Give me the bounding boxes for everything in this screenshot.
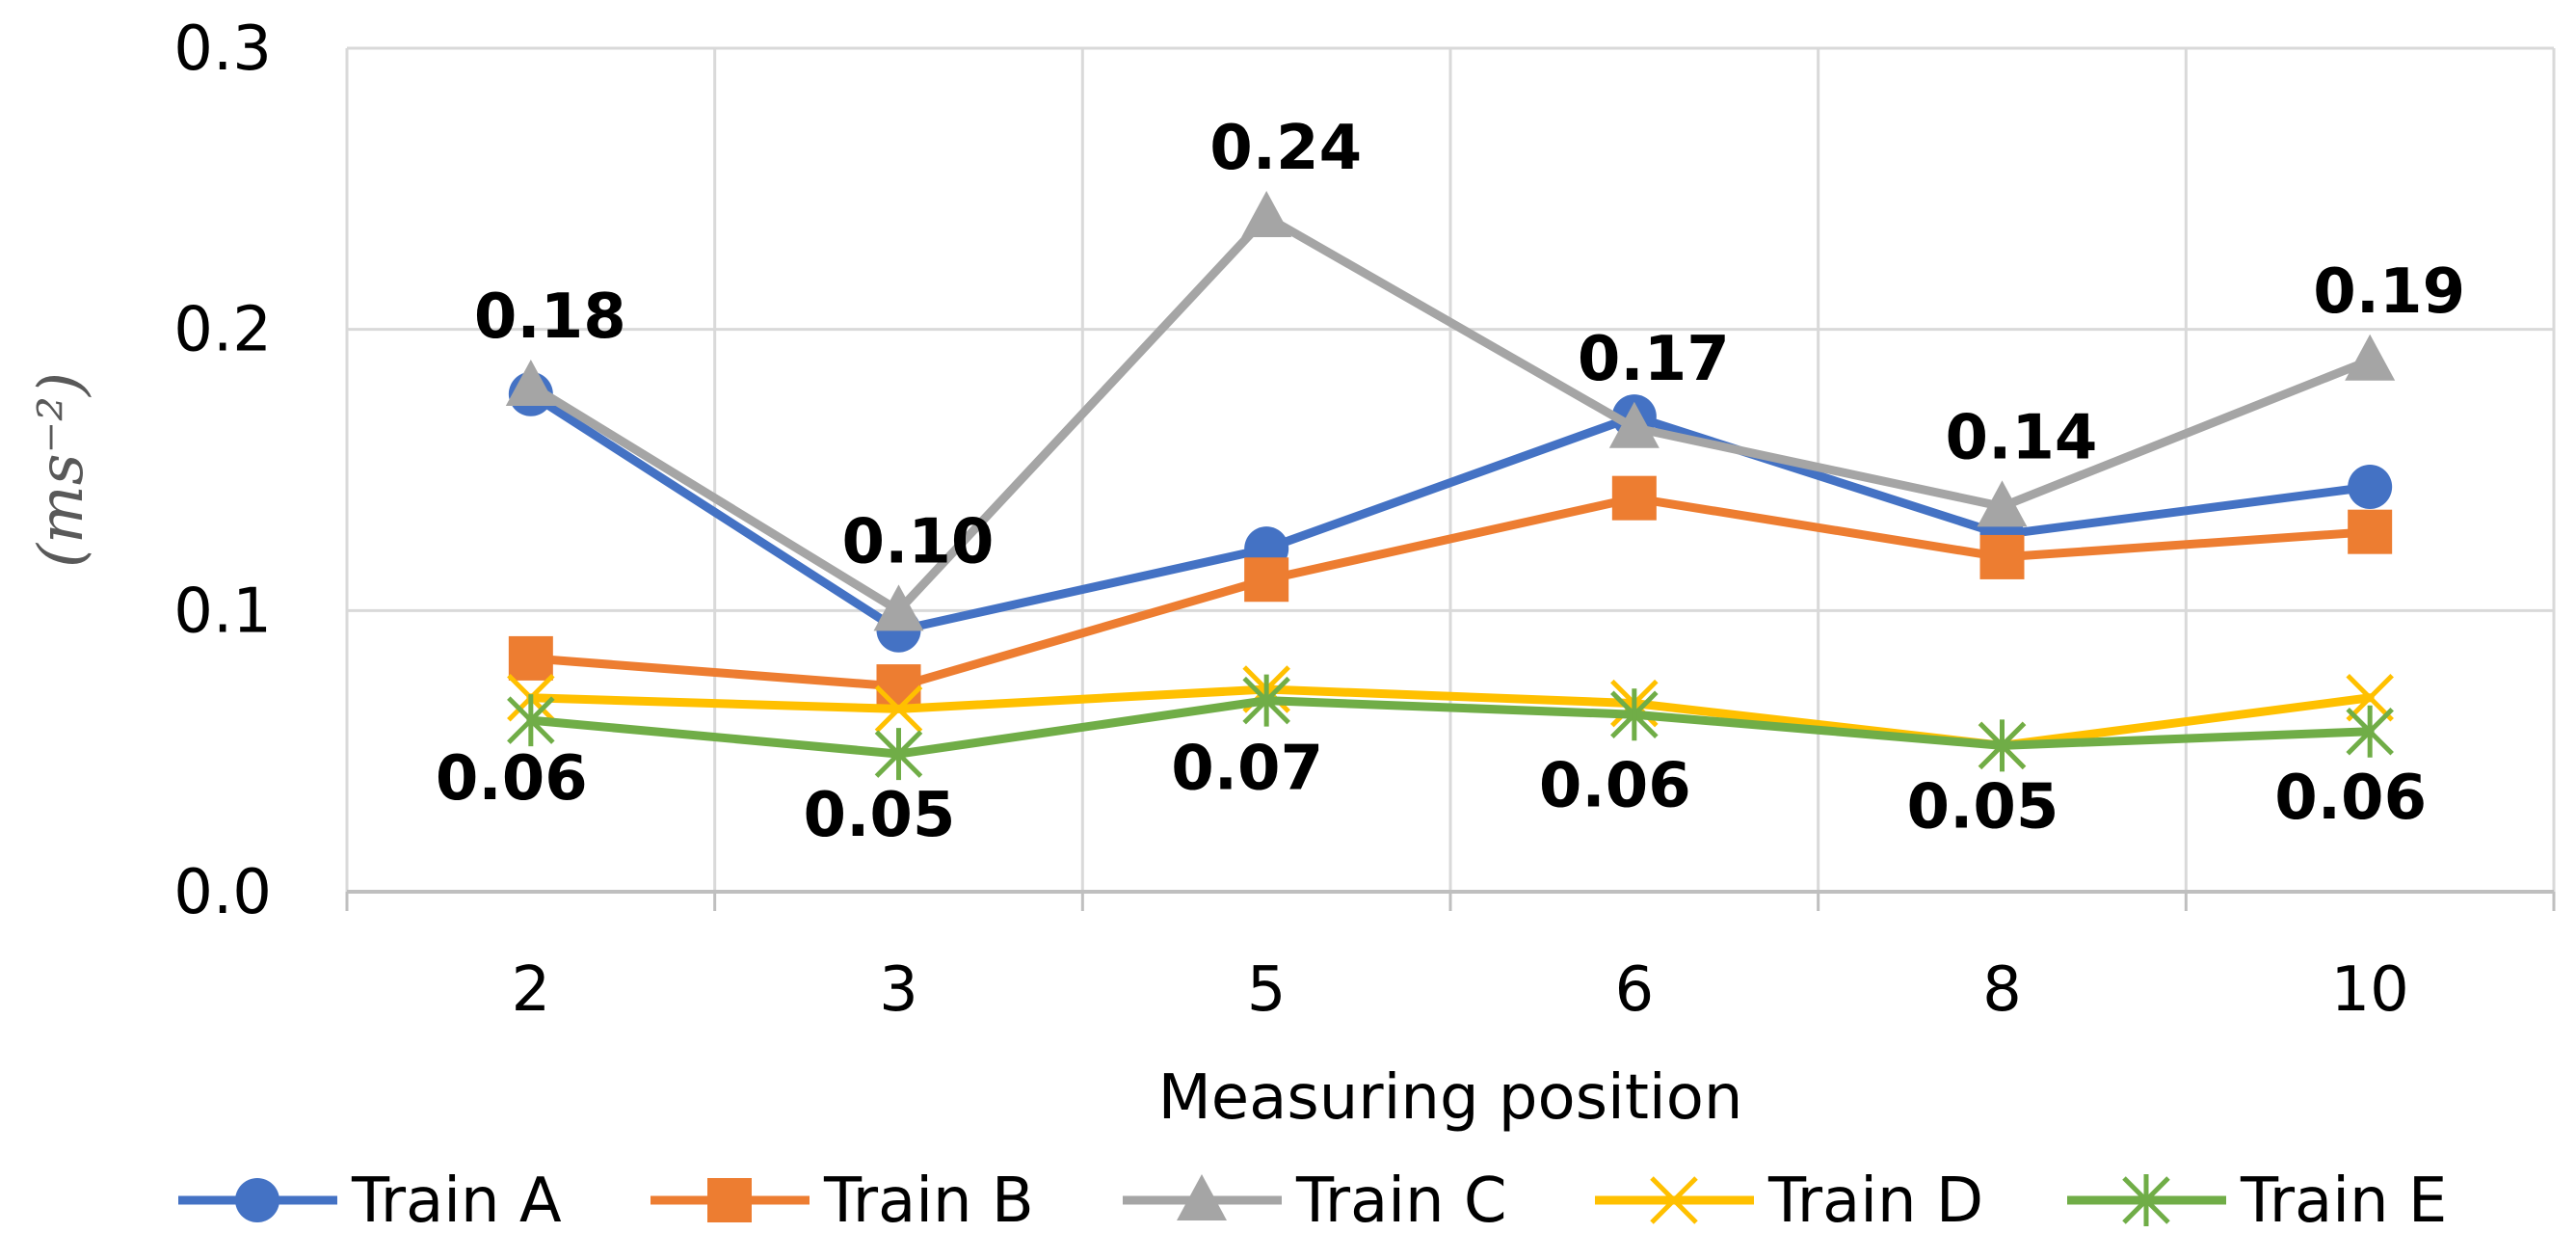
series-train-b <box>508 475 2393 710</box>
data-point-train-b <box>1611 475 1657 521</box>
x-tick-label: 10 <box>2330 954 2408 1026</box>
data-point-train-e <box>1610 688 1659 741</box>
data-label-bottom: 0.05 <box>1907 771 2059 843</box>
y-tick-label: 0.2 <box>173 295 272 366</box>
gridlines <box>345 46 2556 892</box>
data-point-train-b <box>1979 534 2025 579</box>
legend-label: Train B <box>823 1166 1034 1237</box>
data-label-top: 0.10 <box>842 506 995 577</box>
data-point-train-b <box>508 635 553 681</box>
data-point-train-e <box>1242 674 1290 727</box>
legend-label: Train D <box>1767 1166 1983 1237</box>
y-tick-label: 0.1 <box>173 576 272 647</box>
data-point-train-b <box>1244 557 1289 603</box>
data-point-train-c <box>1608 401 1660 448</box>
data-point-train-b <box>2348 509 2393 554</box>
legend-label: Train E <box>2240 1166 2447 1237</box>
data-point-train-e <box>1978 719 2027 772</box>
y-tick-label: 0.0 <box>173 857 272 928</box>
data-point-train-d <box>2346 673 2394 722</box>
data-point-train-c <box>1977 480 2028 527</box>
data-label-bottom: 0.06 <box>2274 763 2427 834</box>
legend-marker <box>707 1178 752 1222</box>
data-point-train-e <box>507 694 555 747</box>
y-tick-label: 0.3 <box>173 13 272 85</box>
series-line-train-b <box>526 494 2375 691</box>
series-line-train-a <box>526 389 2375 635</box>
legend-item-train-b: Train B <box>651 1166 1034 1237</box>
series-lines <box>505 191 2396 781</box>
y-axis-title: (ms⁻²) <box>26 372 97 568</box>
data-label-top: 0.24 <box>1209 113 1362 184</box>
legend-marker <box>1177 1174 1227 1220</box>
x-axis-title: Measuring position <box>1158 1062 1743 1134</box>
data-point-train-b <box>876 664 921 710</box>
x-tick-label: 3 <box>879 954 918 1026</box>
data-point-train-c <box>873 584 924 631</box>
data-label-top: 0.14 <box>1946 402 2098 473</box>
axes: 0.0 0.1 0.2 0.3 2 3 5 6 8 10 Measuring position (ms… <box>26 13 2556 1134</box>
data-point-train-c <box>1241 191 1292 237</box>
data-label-top: 0.19 <box>2313 256 2465 328</box>
legend-marker <box>2122 1174 2170 1226</box>
legend-marker <box>1650 1176 1698 1224</box>
legend-label: Train C <box>1295 1166 1507 1237</box>
series-line-train-d <box>526 684 2375 750</box>
data-label-bottom: 0.05 <box>804 780 956 851</box>
legend-label: Train A <box>351 1166 562 1237</box>
data-labels: 0.18 0.10 0.24 0.17 0.14 0.19 0.06 0.05 0.07 0.06… <box>436 113 2465 851</box>
data-label-bottom: 0.07 <box>1171 734 1323 805</box>
data-label-bottom: 0.06 <box>436 743 588 815</box>
data-point-train-e <box>2346 705 2394 758</box>
legend-marker <box>235 1178 279 1222</box>
data-label-top: 0.17 <box>1578 324 1730 395</box>
series-line-train-e <box>526 696 2375 759</box>
legend-item-train-a: Train A <box>178 1166 562 1237</box>
data-point-train-e <box>874 728 923 781</box>
legend-item-train-d: Train D <box>1595 1166 1983 1237</box>
legend-item-train-c: Train C <box>1123 1166 1507 1237</box>
data-point-train-d <box>874 684 923 734</box>
data-point-train-c <box>505 360 556 406</box>
series-train-c <box>505 191 2396 631</box>
data-point-train-c <box>2345 334 2396 381</box>
legend-item-train-e: Train E <box>2067 1166 2447 1237</box>
legend: Train A Train B Train C Train D Train E <box>178 1166 2447 1237</box>
x-tick-label: 2 <box>511 954 550 1026</box>
x-tick-label: 8 <box>1982 954 2022 1026</box>
data-label-bottom: 0.06 <box>1539 750 1691 821</box>
data-label-top: 0.18 <box>474 281 626 353</box>
series-line-train-c <box>526 212 2375 615</box>
x-tick-label: 5 <box>1247 954 1287 1026</box>
data-point-train-a <box>2348 465 2393 509</box>
series-train-e <box>507 674 2394 781</box>
x-tick-label: 6 <box>1614 954 1654 1026</box>
